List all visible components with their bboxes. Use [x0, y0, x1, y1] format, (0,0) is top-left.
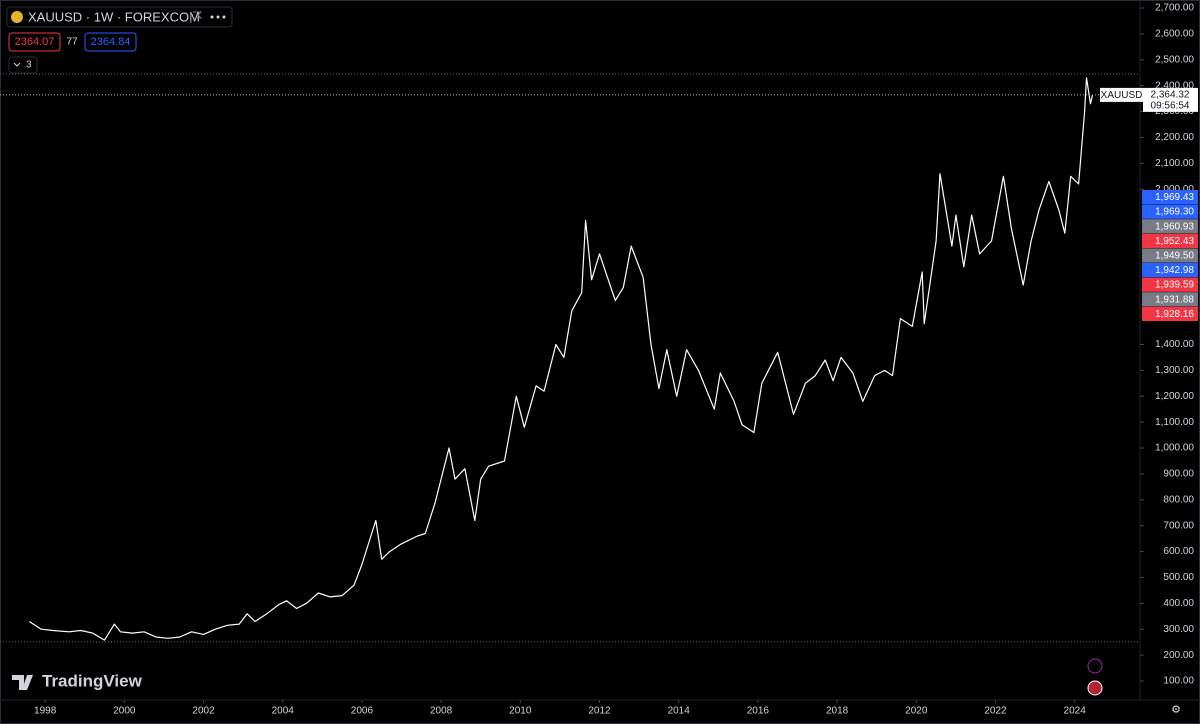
order-tag	[1142, 233, 1198, 248]
x-tick-label: 2006	[351, 706, 374, 717]
logo-mark	[12, 675, 33, 690]
x-tick-label: 2002	[192, 706, 215, 717]
y-tick-label: 2,700.00	[1155, 3, 1194, 14]
x-tick-label: 2024	[1064, 706, 1087, 717]
y-tick-label: 2,200.00	[1155, 132, 1194, 143]
spread: 77	[66, 37, 78, 48]
settings-icon[interactable]: ⚙	[1171, 704, 1181, 716]
indicators-count[interactable]: 3	[26, 60, 32, 71]
order-tag	[1142, 263, 1198, 278]
y-tick-label: 100.00	[1163, 676, 1194, 687]
x-tick-label: 2020	[905, 706, 928, 717]
y-tick-label: 900.00	[1163, 469, 1194, 480]
order-tag-label: 1,928.16	[1155, 309, 1194, 320]
x-tick-label: 2018	[826, 706, 849, 717]
indicators-toggle[interactable]	[8, 56, 38, 74]
y-tick-label: 700.00	[1163, 520, 1194, 531]
order-tag-label: 1,969.30	[1155, 207, 1194, 218]
dot[interactable]	[222, 15, 226, 19]
y-tick-label: 600.00	[1163, 546, 1194, 557]
x-tick-label: 2000	[113, 706, 136, 717]
bid[interactable]: 2364.07	[15, 36, 55, 48]
y-tick-label: 2,500.00	[1155, 54, 1194, 65]
order-tag-label: 1,939.59	[1155, 280, 1194, 291]
x-tick-label: 1998	[34, 706, 57, 717]
y-tick-label: 200.00	[1163, 650, 1194, 661]
order-tag	[1142, 190, 1198, 205]
x-tick-label: 2010	[509, 706, 532, 717]
countdown: 09:56:54	[1151, 101, 1190, 112]
order-tag-label: 1,931.88	[1155, 294, 1194, 305]
flag-icon[interactable]	[190, 11, 203, 23]
order-tag	[1142, 204, 1198, 219]
x-tick-label: 2008	[430, 706, 453, 717]
symbol-line[interactable]: XAUUSD · 1W · FOREXCOM	[28, 9, 200, 24]
price-tag	[1143, 87, 1198, 112]
y-tick-label: 1,000.00	[1155, 443, 1194, 454]
y-tick-label: 800.00	[1163, 494, 1194, 505]
x-tick-label: 2016	[747, 706, 770, 717]
ask[interactable]: 2364.84	[91, 36, 131, 48]
x-tick-label: 2004	[272, 706, 295, 717]
y-tick-label: 300.00	[1163, 624, 1194, 635]
symbol-box[interactable]	[6, 6, 233, 28]
order-tag	[1142, 277, 1198, 292]
ask-box[interactable]	[84, 32, 137, 52]
order-tag	[1142, 306, 1198, 321]
chevron	[13, 62, 21, 67]
x-tick-label: 2012	[588, 706, 611, 717]
y-tick-label: 1,300.00	[1155, 365, 1194, 376]
y-tick-label: 2,100.00	[1155, 158, 1194, 169]
x-tick-label: 2022	[984, 706, 1007, 717]
symbol-icon	[11, 11, 23, 23]
dot[interactable]	[216, 15, 220, 19]
order-tag-label: 1,960.93	[1155, 221, 1194, 232]
bid-box[interactable]	[8, 32, 61, 52]
order-tag-label: 1,949.50	[1155, 251, 1194, 262]
y-tick-label: 2,600.00	[1155, 29, 1194, 40]
y-tick-label: 1,400.00	[1155, 339, 1194, 350]
x-tick-label: 2014	[668, 706, 691, 717]
order-tag	[1142, 292, 1198, 307]
y-tick-label: 500.00	[1163, 572, 1194, 583]
y-tick-label: 400.00	[1163, 598, 1194, 609]
order-tag	[1142, 248, 1198, 263]
price-tag-label: 2,364.32	[1151, 90, 1190, 101]
order-tag-label: 1,952.43	[1155, 236, 1194, 247]
order-tag	[1142, 219, 1198, 234]
price-line	[28, 77, 1094, 641]
dot[interactable]	[210, 15, 214, 19]
order-tag-label: 1,969.43	[1155, 192, 1194, 203]
flag-icon[interactable]	[1087, 680, 1103, 696]
brand: TradingView	[42, 671, 143, 690]
y-tick-label: 2,000.00	[1155, 184, 1194, 195]
symbol-tag	[1100, 87, 1143, 102]
y-tick-label: 2,400.00	[1155, 80, 1194, 91]
symbol-tag-label: XAUUSD	[1101, 90, 1143, 101]
y-tick-label: 1,100.00	[1155, 417, 1194, 428]
order-tag-label: 1,942.98	[1155, 265, 1194, 276]
y-tick-label: 1,200.00	[1155, 391, 1194, 402]
alert-icon[interactable]	[1087, 658, 1103, 674]
